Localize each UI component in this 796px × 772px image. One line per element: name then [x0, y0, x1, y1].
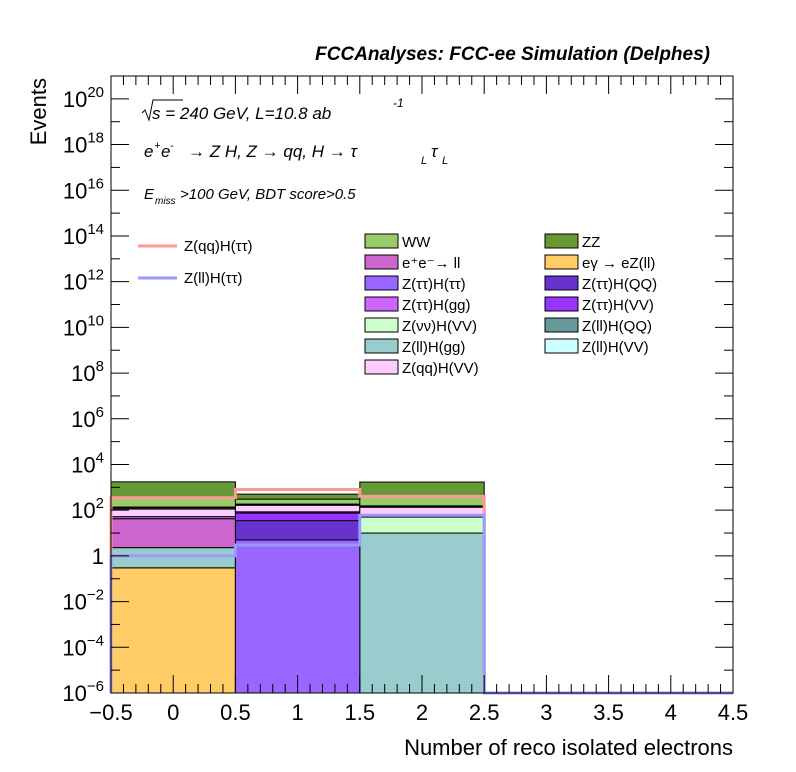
y-tick-label: 104 — [71, 449, 104, 477]
bar-z-qq-h-vv-bin-0 — [110, 508, 236, 518]
y-tick-label: 10−2 — [62, 587, 104, 615]
y-tick-label: 1012 — [63, 267, 104, 295]
legend-swatch-zz — [544, 233, 579, 249]
legend-label-zz: ZZ — [582, 234, 600, 251]
bar-e-e-ll-bin-0 — [110, 518, 236, 549]
legend-label-z-ll-h: Z(ll)H(ττ) — [184, 270, 243, 287]
svg-text:>100 GeV, BDT score>0.5: >100 GeV, BDT score>0.5 — [180, 186, 356, 203]
x-tick-label: 3.5 — [593, 700, 624, 725]
y-tick-label: 1020 — [63, 84, 104, 112]
legend-swatch-z-h-vv — [364, 317, 399, 333]
x-tick-label: 2 — [416, 700, 428, 725]
legend-label-z-h-vv: Z(ττ)H(VV) — [582, 297, 654, 314]
bar-z-ll-h-gg-bin-0 — [110, 547, 236, 569]
x-tick-label: 4.5 — [718, 700, 749, 725]
y-tick-label: 108 — [71, 358, 104, 386]
y-tick-label: 1018 — [63, 130, 104, 158]
x-tick-label: −0.5 — [89, 700, 132, 725]
bars-layer — [110, 481, 485, 694]
x-tick-label: 0.5 — [220, 700, 251, 725]
legend-label-ww: WW — [402, 234, 431, 251]
bar-z-qq-h-vv-bin-1 — [234, 504, 361, 513]
legend-swatch-z-ll-h-vv — [544, 338, 579, 354]
bar-zz-bin-0 — [110, 481, 236, 499]
y-tick-label: 1 — [92, 544, 104, 569]
legend-swatch-z-h-gg — [364, 296, 399, 312]
bar-zz-bin-1 — [234, 493, 361, 500]
legend-swatch-z-h — [364, 275, 399, 291]
legend-label-z-ll-h-qq: Z(ll)H(QQ) — [582, 318, 652, 335]
svg-text:+: + — [154, 140, 161, 152]
bar-z-h-bin-1 — [234, 539, 361, 694]
legend-label-z-h-vv: Z(νν)H(VV) — [402, 318, 477, 335]
legend-label-z-qq-h: Z(qq)H(ττ) — [184, 238, 253, 255]
svg-text:-: - — [170, 140, 174, 152]
legend-swatch-z-qq-h-vv — [364, 359, 399, 375]
x-axis: −0.5 0 0.5 1 1.5 2 2.5 3 3.5 4 4.5 — [89, 76, 748, 725]
legend-label-z-ll-h-vv: Z(ll)H(VV) — [582, 339, 649, 356]
svg-text:e: e — [161, 142, 170, 161]
svg-text:τ: τ — [431, 142, 439, 161]
legend: Z(qq)H(ττ) Z(ll)H(ττ) WW ZZ e⁺e⁻→ ll eγ → eZ(… — [138, 233, 657, 377]
y-tick-label: 1010 — [63, 312, 104, 340]
svg-text:L: L — [421, 155, 427, 167]
y-axis-title: Events — [26, 78, 51, 145]
x-tick-label: 2.5 — [469, 700, 500, 725]
legend-label-z-qq-h-vv: Z(qq)H(VV) — [402, 360, 479, 377]
legend-swatch-e-ez-ll — [544, 254, 579, 270]
legend-label-e-ez-ll: eγ → eZ(ll) — [582, 255, 655, 272]
legend-label-z-ll-h-gg: Z(ll)H(gg) — [402, 339, 465, 356]
bar-ww-bin-0 — [110, 497, 236, 508]
legend-label-z-h-qq: Z(ττ)H(QQ) — [582, 276, 657, 293]
bar-z-h-qq-bin-1 — [234, 520, 361, 541]
y-tick-label: 1014 — [63, 221, 104, 249]
annotation-process: e + e - → Z H, Z → qq, H → τ L τ L — [144, 140, 448, 167]
svg-text:L: L — [442, 155, 448, 167]
svg-text:-1: -1 — [393, 96, 404, 110]
y-tick-label: 106 — [71, 404, 104, 432]
legend-label-e-e-ll: e⁺e⁻→ ll — [402, 255, 460, 272]
legend-label-z-h-gg: Z(ττ)H(gg) — [402, 297, 471, 314]
x-tick-label: 1.5 — [345, 700, 376, 725]
bar-ww-bin-1 — [234, 498, 361, 505]
legend-swatch-e-e-ll — [364, 254, 399, 270]
svg-text:E: E — [144, 186, 155, 203]
y-tick-label: 10−4 — [62, 632, 104, 660]
legend-swatch-z-h-vv — [544, 296, 579, 312]
x-tick-label: 4 — [665, 700, 677, 725]
bar-e-ez-ll-bin-0 — [110, 567, 236, 694]
annotation-cuts: E miss >100 GeV, BDT score>0.5 — [144, 186, 356, 207]
svg-text:→ Z H, Z → qq, H → τ: → Z H, Z → qq, H → τ — [188, 142, 358, 161]
x-tick-label: 3 — [540, 700, 552, 725]
annotation-energy-lumi: s = 240 GeV, L=10.8 ab -1 — [141, 96, 404, 123]
y-tick-label: 1016 — [63, 175, 104, 203]
legend-swatch-ww — [364, 233, 399, 249]
bar-z-h-vv-bin-2 — [359, 516, 485, 534]
y-tick-label: 10−6 — [62, 678, 104, 706]
legend-swatch-z-h-qq — [544, 275, 579, 291]
x-axis-title: Number of reco isolated electrons — [404, 735, 733, 760]
svg-text:e: e — [144, 142, 153, 161]
annotation-energy-lumi-text: s = 240 GeV, L=10.8 ab — [152, 104, 331, 123]
y-axis: 10−6 10−4 10−2 1 102 104 106 108 1010 1012 1014 101… — [62, 75, 733, 706]
chart-title: FCCAnalyses: FCC-ee Simulation (Delphes) — [315, 44, 710, 65]
x-tick-label: 0 — [167, 700, 179, 725]
y-tick-label: 102 — [71, 495, 104, 523]
bar-z-h-vv-bin-1 — [234, 512, 361, 522]
x-tick-label: 1 — [291, 700, 303, 725]
bar-zz-bin-2 — [359, 481, 485, 497]
legend-swatch-z-ll-h-qq — [544, 317, 579, 333]
legend-swatch-z-ll-h-gg — [364, 338, 399, 354]
legend-label-z-h: Z(ττ)H(ττ) — [402, 276, 466, 293]
svg-text:miss: miss — [155, 196, 176, 207]
bar-z-ll-h-gg-bin-2 — [359, 532, 485, 694]
